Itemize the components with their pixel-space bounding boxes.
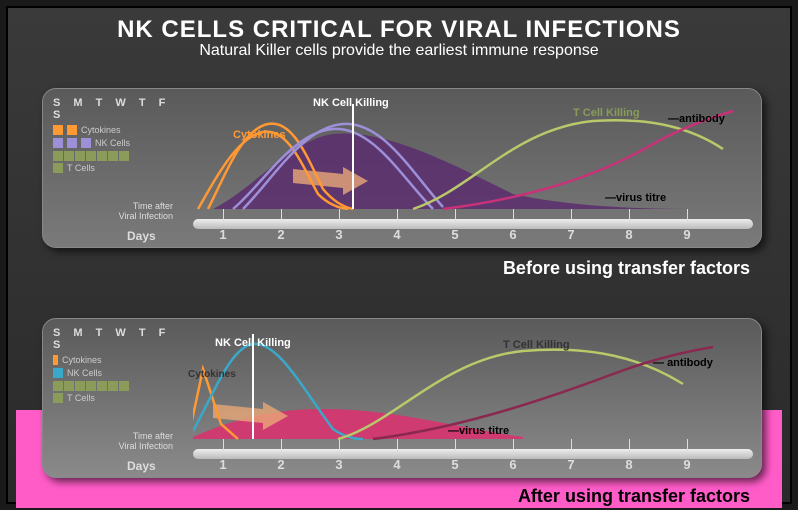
main-title: NK CELLS CRITICAL FOR VIRAL INFECTIONS	[8, 8, 790, 44]
chart-before: Cytokines NK Cell Killing T Cell Killing…	[193, 99, 753, 219]
legend-cytokines: Cytokines	[81, 125, 121, 135]
chart-after: Cytokines NK Cell Killing T Cell Killing…	[193, 329, 753, 449]
subtitle: Natural Killer cells provide the earlies…	[8, 42, 790, 60]
label-antibody2: — antibody	[653, 357, 713, 369]
time-label2: Time afterViral Infection	[93, 431, 173, 451]
label-tcellkilling: T Cell Killing	[573, 107, 640, 119]
after-panel: S M T W T F S Cytokines NK Cells T Cells…	[42, 318, 762, 478]
label-cytokines: Cytokines	[233, 129, 286, 141]
label-virustitre2: —virus titre	[448, 425, 509, 437]
legend-before: S M T W T F S Cytokines NK Cells T Cells	[53, 97, 173, 176]
legend-after: S M T W T F S Cytokines NK Cells T Cells	[53, 327, 173, 406]
weekdays2: S M T W T F S	[53, 327, 173, 351]
legend-tcells2: T Cells	[67, 393, 95, 403]
legend-tcells: T Cells	[67, 163, 95, 173]
weekdays: S M T W T F S	[53, 97, 173, 121]
label-virustitre: —virus titre	[605, 192, 666, 204]
label-nkkilling2: NK Cell Killing	[215, 337, 291, 349]
day-numbers2: 123456789	[193, 457, 753, 473]
label-antibody: —antibody	[668, 113, 725, 125]
label-tcellkilling2: T Cell Killing	[503, 339, 570, 351]
legend-nk: NK Cells	[95, 138, 130, 148]
legend-cytokines2: Cytokines	[62, 355, 102, 365]
caption-after: After using transfer factors	[518, 486, 750, 507]
legend-nk2: NK Cells	[67, 368, 102, 378]
caption-before: Before using transfer factors	[503, 258, 750, 279]
label-nkkilling: NK Cell Killing	[313, 97, 389, 109]
days-label2: Days	[127, 459, 156, 473]
tcell-squares	[53, 151, 143, 161]
tcell-squares2	[53, 381, 143, 391]
time-label: Time afterViral Infection	[93, 201, 173, 221]
label-cytokines2: Cytokines	[188, 369, 236, 380]
before-panel: S M T W T F S Cytokines NK Cells T Cells…	[42, 88, 762, 248]
day-numbers: 123456789	[193, 227, 753, 243]
days-label: Days	[127, 229, 156, 243]
